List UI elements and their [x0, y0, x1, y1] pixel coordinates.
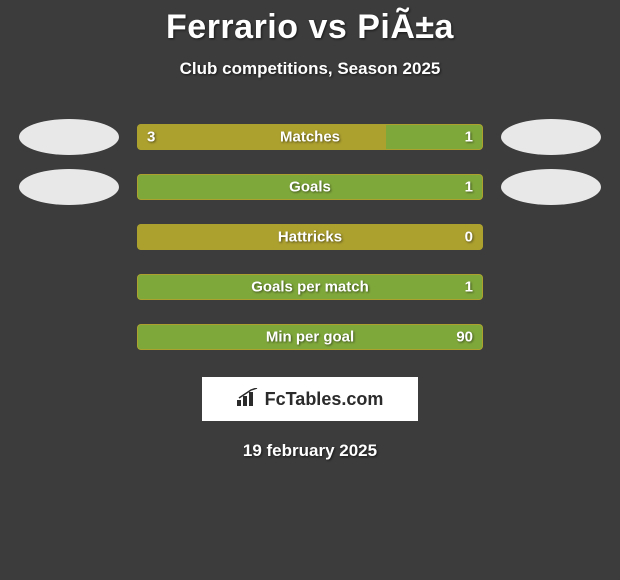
player2-avatar [501, 119, 601, 155]
bar-right-value: 1 [465, 179, 473, 196]
chart-icon [237, 388, 259, 411]
player1-avatar [19, 169, 119, 205]
comparison-widget: Ferrario vs PiÃ±a Club competitions, Sea… [0, 0, 620, 461]
stat-row: Hattricks0 [0, 219, 620, 255]
avatar-spacer [19, 219, 119, 255]
logo-text: FcTables.com [265, 389, 384, 410]
stat-bar: Min per goal90 [137, 324, 483, 350]
stats-rows: 3Matches1Goals1Hattricks0Goals per match… [0, 119, 620, 355]
bar-center-label: Matches [137, 129, 483, 146]
bar-center-label: Goals [137, 179, 483, 196]
page-subtitle: Club competitions, Season 2025 [0, 59, 620, 79]
avatar-spacer [501, 269, 601, 305]
date-text: 19 february 2025 [0, 441, 620, 461]
stat-row: Min per goal90 [0, 319, 620, 355]
bar-center-label: Min per goal [137, 329, 483, 346]
bar-center-label: Hattricks [137, 229, 483, 246]
page-title: Ferrario vs PiÃ±a [0, 8, 620, 47]
avatar-spacer [19, 319, 119, 355]
stat-bar: Goals1 [137, 174, 483, 200]
bar-right-value: 1 [465, 129, 473, 146]
avatar-spacer [19, 269, 119, 305]
player2-avatar [501, 169, 601, 205]
avatar-spacer [501, 219, 601, 255]
bar-right-value: 0 [465, 229, 473, 246]
player1-avatar [19, 119, 119, 155]
stat-bar: Hattricks0 [137, 224, 483, 250]
stat-bar: Goals per match1 [137, 274, 483, 300]
bar-right-value: 90 [456, 329, 473, 346]
stat-row: Goals1 [0, 169, 620, 205]
bar-right-value: 1 [465, 279, 473, 296]
stat-row: 3Matches1 [0, 119, 620, 155]
logo-box[interactable]: FcTables.com [202, 377, 418, 421]
stat-row: Goals per match1 [0, 269, 620, 305]
avatar-spacer [501, 319, 601, 355]
bar-center-label: Goals per match [137, 279, 483, 296]
stat-bar: 3Matches1 [137, 124, 483, 150]
